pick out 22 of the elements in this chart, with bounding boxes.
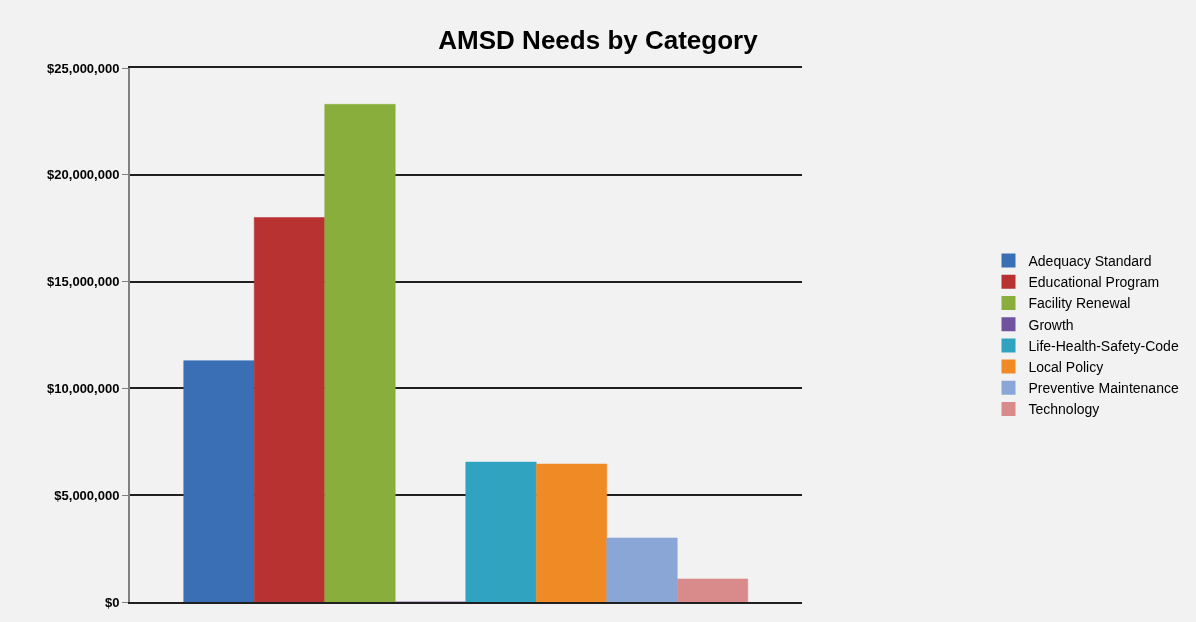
bar	[677, 578, 749, 602]
y-tick-label: $20,000,000	[47, 167, 120, 183]
legend-label: Educational Program	[1028, 274, 1160, 291]
bar	[253, 217, 325, 602]
y-tick-label: $0	[104, 594, 120, 610]
legend-label: Life-Health-Safety-Code	[1028, 337, 1179, 354]
legend-label: Local Policy	[1028, 359, 1104, 376]
legend-label: Preventive Maintenance	[1028, 380, 1179, 397]
y-tick-label: $10,000,000	[47, 380, 120, 396]
bar	[324, 104, 396, 602]
y-tick-label: $5,000,000	[54, 487, 120, 503]
legend-label: Facility Renewal	[1028, 295, 1131, 312]
legend-label: Growth	[1028, 316, 1074, 333]
bar	[536, 463, 608, 602]
bar	[183, 360, 255, 602]
legend-label: Adequacy Standard	[1028, 253, 1152, 270]
bar	[465, 461, 537, 602]
y-tick-label: $25,000,000	[47, 60, 120, 76]
y-tick-label: $15,000,000	[47, 274, 120, 290]
legend-label: Technology	[1028, 401, 1100, 418]
chart-title: AMSD Needs by Category	[438, 25, 759, 56]
bar	[606, 537, 678, 602]
